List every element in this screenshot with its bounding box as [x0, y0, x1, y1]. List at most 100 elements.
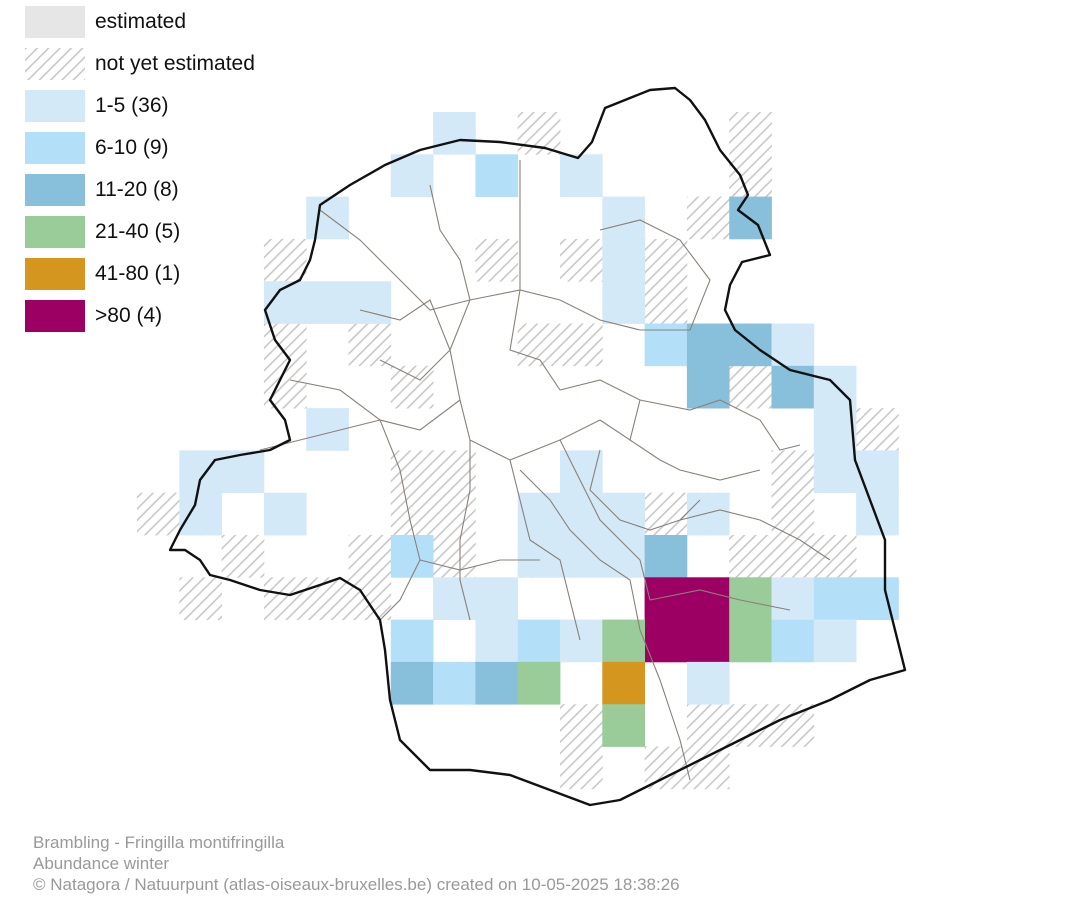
abundance-square — [517, 619, 561, 663]
abundance-square — [433, 112, 476, 155]
not-yet-estimated-square — [771, 492, 815, 536]
not-yet-estimated-square — [560, 704, 603, 747]
legend-swatch-hatched — [25, 48, 85, 80]
abundance-square — [644, 535, 688, 578]
abundance-square — [602, 619, 645, 663]
abundance-square — [686, 323, 772, 367]
not-yet-estimated-square — [813, 535, 857, 578]
not-yet-estimated-square — [433, 492, 476, 536]
not-yet-estimated-square — [729, 704, 772, 747]
legend-label: not yet estimated — [95, 52, 255, 75]
legend-label: estimated — [95, 10, 187, 33]
map-caption: Brambling - Fringilla montifringilla Abu… — [33, 832, 680, 895]
abundance-square — [517, 661, 561, 705]
legend-label: 6-10 (9) — [95, 136, 169, 159]
abundance-square — [179, 450, 265, 494]
not-yet-estimated-square — [686, 196, 730, 240]
not-yet-estimated-square — [390, 450, 434, 494]
abundance-square — [856, 450, 899, 494]
abundance-square — [813, 408, 857, 451]
not-yet-estimated-square — [644, 746, 688, 790]
not-yet-estimated-square — [433, 535, 476, 578]
abundance-square — [771, 577, 815, 620]
legend-swatch-11-20 — [25, 174, 85, 206]
abundance-square — [433, 577, 519, 620]
not-yet-estimated-square — [560, 238, 603, 282]
legend-label: >80 (4) — [95, 304, 163, 327]
abundance-square — [179, 492, 222, 536]
abundance-square — [560, 450, 603, 494]
not-yet-estimated-square — [729, 535, 772, 578]
not-yet-estimated-square — [771, 535, 815, 578]
abundance-square — [263, 492, 307, 536]
abundance-squares — [179, 112, 899, 747]
abundance-square — [602, 704, 645, 747]
abundance-square — [686, 492, 730, 536]
legend-swatch-41-80 — [25, 258, 85, 290]
species-name: Brambling - Fringilla montifringilla — [33, 833, 285, 852]
not-yet-estimated-square — [560, 323, 603, 367]
not-yet-estimated-square — [771, 704, 815, 747]
brussels-region-boundary — [168, 86, 907, 807]
abundance-square — [475, 154, 519, 197]
abundance-square — [390, 535, 434, 578]
legend-swatch-1-5 — [25, 90, 85, 122]
legend-swatch-6-10 — [25, 132, 85, 164]
abundance-square — [856, 492, 899, 536]
not-yet-estimated-square — [137, 492, 180, 536]
not-yet-estimated-square — [644, 281, 688, 324]
not-yet-estimated-square — [517, 323, 561, 367]
abundance-square — [729, 577, 772, 663]
abundance-square — [771, 323, 815, 367]
abundance-square — [475, 661, 519, 705]
not-yet-estimated-square — [475, 238, 519, 282]
abundance-square — [602, 661, 645, 705]
legend-swatch-21-40 — [25, 216, 85, 248]
not-yet-estimated-square — [263, 577, 307, 620]
abundance-square — [517, 492, 645, 536]
not-yet-estimated-square — [433, 450, 476, 494]
credit-line: © Natagora / Natuurpunt (atlas-oiseaux-b… — [33, 875, 680, 894]
not-yet-estimated-square — [560, 746, 603, 790]
not-yet-estimated-square — [263, 238, 307, 282]
not-yet-estimated-square — [729, 112, 772, 155]
abundance-square — [390, 154, 434, 197]
not-yet-estimated-square — [771, 450, 815, 494]
not-yet-estimated-square — [221, 535, 265, 578]
abundance-square — [686, 661, 730, 705]
not-yet-estimated-square — [306, 577, 349, 620]
abundance-square — [771, 365, 815, 409]
abundance-square — [560, 154, 603, 197]
not-yet-estimated-square — [644, 238, 688, 282]
not-yet-estimated-square — [729, 365, 772, 409]
not-yet-estimated-square — [263, 323, 307, 367]
abundance-square — [813, 619, 857, 663]
not-yet-estimated-square — [686, 704, 730, 747]
legend-swatch-over-80 — [25, 300, 85, 332]
not-yet-estimated-square — [348, 535, 392, 578]
legend-label: 41-80 (1) — [95, 262, 181, 285]
legend-swatch-estimated — [25, 6, 85, 38]
abundance-square — [306, 196, 349, 240]
abundance-square — [644, 323, 688, 367]
abundance-square — [560, 619, 603, 663]
abundance-square — [771, 619, 815, 663]
not-yet-estimated-square — [729, 154, 772, 197]
not-yet-estimated-square — [644, 492, 688, 536]
not-yet-estimated-square — [348, 323, 392, 367]
abundance-square — [390, 661, 434, 705]
legend-label: 21-40 (5) — [95, 220, 181, 243]
abundance-square — [475, 619, 519, 663]
abundance-square — [602, 238, 645, 282]
abundance-square — [602, 281, 645, 324]
abundance-square — [602, 196, 645, 240]
abundance-square — [390, 619, 434, 663]
legend-label: 1-5 (36) — [95, 94, 169, 117]
legend-label: 11-20 (8) — [95, 178, 179, 201]
not-yet-estimated-square — [179, 577, 222, 620]
abundance-square — [644, 577, 730, 663]
not-yet-estimated-square — [856, 408, 899, 451]
abundance-square — [813, 450, 857, 494]
